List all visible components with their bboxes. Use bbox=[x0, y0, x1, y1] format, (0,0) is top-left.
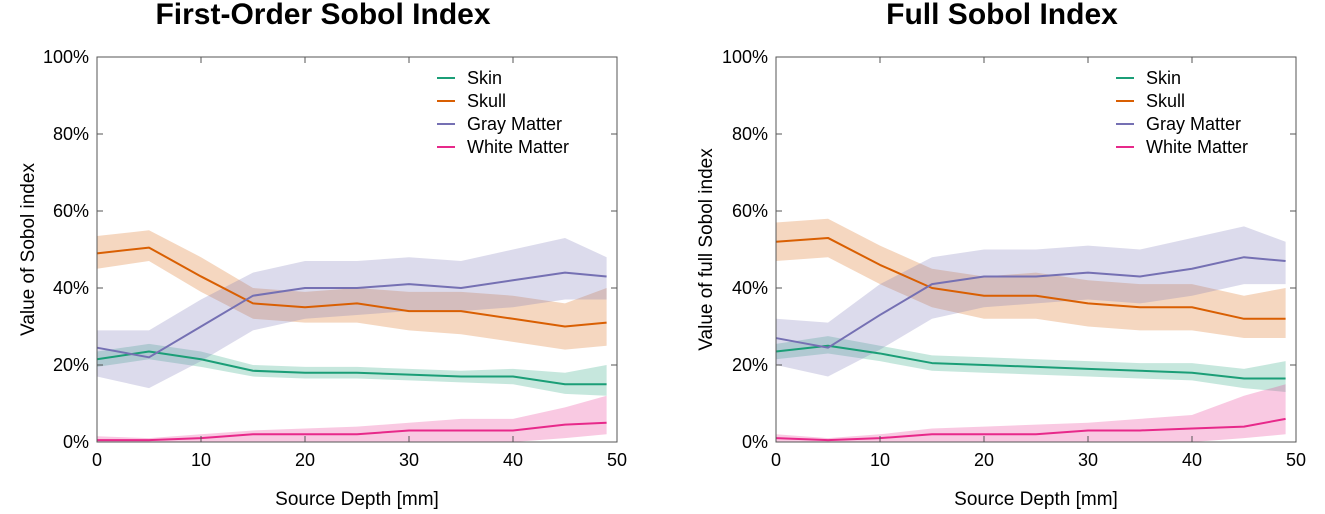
x-tick-label: 0 bbox=[92, 450, 102, 470]
y-tick-label: 0% bbox=[742, 432, 768, 452]
x-tick-label: 0 bbox=[771, 450, 781, 470]
x-axis-label: Source Depth [mm] bbox=[954, 489, 1118, 510]
chart-panel-1: First-Order Sobol Index0%20%40%60%80%100… bbox=[18, 0, 627, 510]
chart-title: Full Sobol Index bbox=[886, 0, 1118, 31]
series-line-skin bbox=[96, 350, 607, 386]
confidence-band-white-matter bbox=[776, 384, 1286, 442]
series-line-gray-matter bbox=[96, 271, 607, 359]
y-tick-label: 80% bbox=[732, 124, 768, 144]
confidence-band-gray-matter bbox=[776, 226, 1286, 377]
legend-label-gray-matter: Gray Matter bbox=[1146, 114, 1241, 134]
confidence-band-gray-matter bbox=[97, 237, 607, 389]
y-tick-label: 60% bbox=[732, 201, 768, 221]
plot-frame bbox=[96, 56, 618, 443]
y-axis-label: Value of full Sobol index bbox=[696, 148, 717, 351]
y-tick-label: 100% bbox=[722, 47, 768, 67]
confidence-band-skin bbox=[97, 343, 607, 396]
series-line-gray-matter bbox=[775, 256, 1286, 349]
y-axis-label: Value of Sobol index bbox=[18, 163, 39, 336]
legend-label-skin: Skin bbox=[1146, 68, 1181, 88]
x-tick-label: 40 bbox=[503, 450, 523, 470]
confidence-band-skull bbox=[97, 230, 607, 350]
confidence-band-skin bbox=[776, 336, 1286, 392]
x-tick-label: 50 bbox=[607, 450, 627, 470]
x-tick-label: 30 bbox=[399, 450, 419, 470]
y-tick-label: 80% bbox=[53, 124, 89, 144]
x-axis-label: Source Depth [mm] bbox=[275, 489, 439, 510]
y-tick-label: 40% bbox=[53, 278, 89, 298]
x-tick-label: 30 bbox=[1078, 450, 1098, 470]
series-line-skin bbox=[775, 344, 1286, 380]
x-tick-label: 10 bbox=[191, 450, 211, 470]
x-tick-label: 10 bbox=[870, 450, 890, 470]
legend-label-white-matter: White Matter bbox=[1146, 137, 1248, 157]
series-line-skull bbox=[775, 236, 1286, 320]
legend-label-skin: Skin bbox=[467, 68, 502, 88]
x-tick-label: 50 bbox=[1286, 450, 1306, 470]
x-tick-label: 20 bbox=[295, 450, 315, 470]
y-tick-label: 100% bbox=[43, 47, 89, 67]
y-tick-label: 60% bbox=[53, 201, 89, 221]
plot-frame bbox=[775, 56, 1297, 443]
y-tick-label: 40% bbox=[732, 278, 768, 298]
series-line-white-matter bbox=[97, 421, 607, 442]
series-line-skull bbox=[96, 246, 607, 328]
legend-label-gray-matter: Gray Matter bbox=[467, 114, 562, 134]
y-tick-label: 20% bbox=[53, 355, 89, 375]
y-tick-label: 20% bbox=[732, 355, 768, 375]
series-line-white-matter bbox=[775, 417, 1286, 442]
chart-panel-2: Full Sobol Index 0% 20% 40% 60% 80% 100% 0 10 20 3… bbox=[696, 0, 1306, 510]
x-tick-label: 40 bbox=[1182, 450, 1202, 470]
x-tick-label: 20 bbox=[974, 450, 994, 470]
legend-label-white-matter: White Matter bbox=[467, 137, 569, 157]
y-tick-label: 0% bbox=[63, 432, 89, 452]
chart-title: First-Order Sobol Index bbox=[155, 0, 490, 31]
legend-label-skull: Skull bbox=[467, 91, 506, 111]
legend-label-skull: Skull bbox=[1146, 91, 1185, 111]
